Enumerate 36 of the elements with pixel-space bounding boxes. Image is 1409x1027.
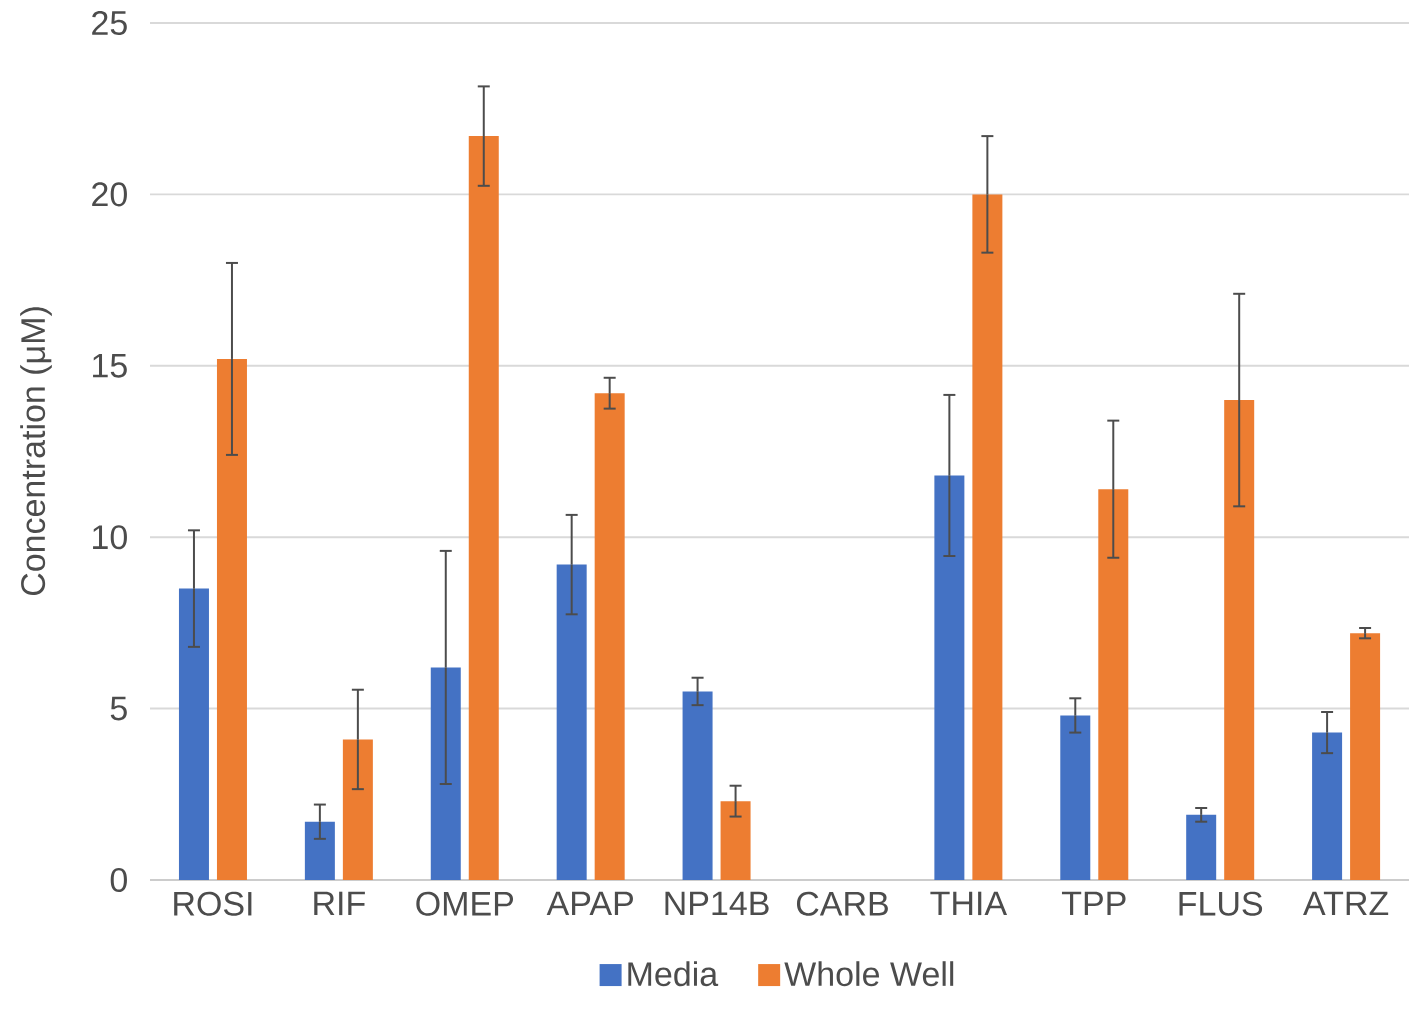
bar (1060, 715, 1091, 880)
y-tick-label: 10 (93, 525, 127, 550)
bar (720, 801, 751, 880)
legend-label: Media (628, 961, 719, 987)
x-tick-label: FLUS (1179, 891, 1263, 916)
bar (1312, 732, 1343, 880)
bar (972, 194, 1003, 880)
bar (342, 739, 373, 880)
x-tick-label: OMEP (416, 891, 514, 916)
bar (682, 691, 713, 880)
x-tick-label: APAP (546, 891, 633, 916)
y-tick-label: 25 (92, 10, 127, 36)
bar (178, 588, 209, 880)
x-tick-label: THIA (930, 891, 1008, 916)
y-tick-label: 15 (93, 353, 127, 378)
x-tick-label: ATRZ (1303, 891, 1389, 916)
y-tick-label: 5 (110, 696, 127, 721)
bar (1224, 400, 1255, 880)
bar (1350, 633, 1381, 880)
bar (1098, 489, 1129, 880)
bar (556, 564, 587, 880)
x-tick-label: NP14B (665, 891, 769, 916)
bar (934, 475, 965, 880)
x-tick-label: CARB (796, 891, 888, 916)
bar (216, 358, 247, 880)
bar (1186, 814, 1217, 880)
y-tick-label: 0 (110, 867, 127, 893)
y-tick-label: 20 (92, 182, 127, 207)
bar (468, 136, 499, 880)
bar (304, 821, 335, 880)
x-tick-label: TPP (1061, 891, 1126, 916)
x-tick-label: ROSI (174, 891, 252, 916)
bar (594, 393, 625, 880)
x-tick-label: RIF (314, 891, 365, 916)
legend-label: Whole Well (784, 961, 954, 987)
y-axis-title: Concentration (μM) (20, 307, 52, 596)
